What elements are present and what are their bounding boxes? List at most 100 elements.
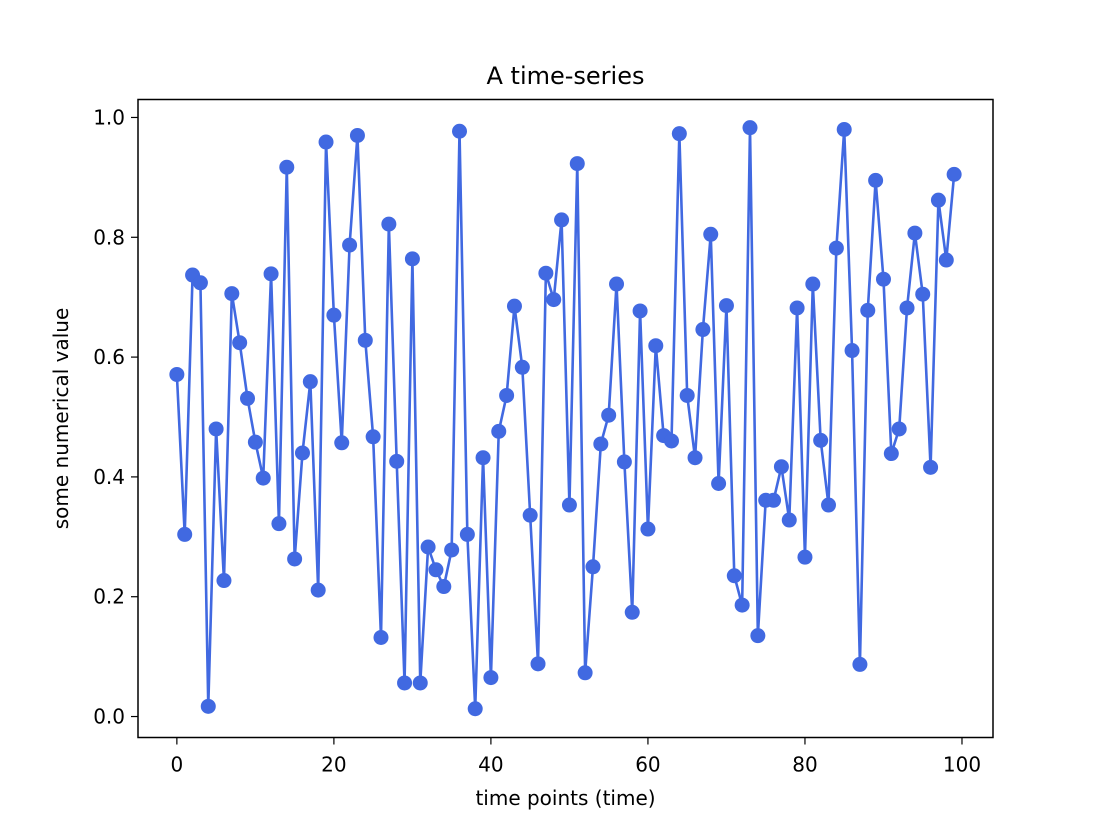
data-point [240, 390, 256, 406]
data-point [946, 166, 962, 182]
data-point [766, 492, 782, 508]
data-point [789, 300, 805, 316]
data-point [444, 542, 460, 558]
data-point [546, 292, 562, 308]
data-point [569, 156, 585, 172]
data-point [773, 459, 789, 475]
data-point [750, 628, 766, 644]
data-point [718, 298, 734, 314]
data-point [326, 307, 342, 323]
data-point [271, 516, 287, 532]
data-point [389, 453, 405, 469]
data-point [224, 286, 240, 302]
data-point [624, 604, 640, 620]
y-tick-label: 0.2 [93, 585, 125, 609]
data-point [648, 338, 664, 354]
data-point [538, 265, 554, 281]
data-point [687, 450, 703, 466]
data-point [459, 526, 475, 542]
data-point [428, 562, 444, 578]
data-point [420, 539, 436, 555]
data-point [373, 629, 389, 645]
y-tick-label: 0.6 [93, 345, 125, 369]
data-point [868, 172, 884, 188]
data-point [216, 573, 232, 589]
data-point [734, 597, 750, 613]
x-tick-label: 40 [478, 753, 503, 777]
data-point [491, 423, 507, 439]
data-point [561, 497, 577, 513]
data-point [609, 276, 625, 292]
data-point [318, 134, 334, 150]
data-point [781, 512, 797, 528]
data-point [938, 252, 954, 268]
data-point [930, 192, 946, 208]
data-point [616, 454, 632, 470]
y-tick-label: 0.4 [93, 465, 125, 489]
data-point [349, 127, 365, 143]
data-point [192, 275, 208, 291]
plot-area [169, 120, 962, 717]
data-point [499, 387, 515, 403]
data-point [404, 251, 420, 267]
data-point [294, 445, 310, 461]
x-tick-label: 0 [170, 753, 183, 777]
y-axis-label: some numerical value [49, 308, 73, 530]
data-point [200, 698, 216, 714]
data-point [640, 521, 656, 537]
data-point [585, 559, 601, 575]
data-point [844, 343, 860, 359]
data-point [530, 656, 546, 672]
data-point [695, 322, 711, 338]
data-point [436, 579, 452, 595]
data-point [475, 450, 491, 466]
data-point [703, 226, 719, 242]
data-point [593, 436, 609, 452]
data-point [208, 421, 224, 437]
y-tick-label: 1.0 [93, 105, 125, 129]
data-point [875, 271, 891, 287]
series-line [175, 126, 956, 711]
data-point [821, 497, 837, 513]
data-point [679, 387, 695, 403]
x-tick-label: 60 [635, 753, 660, 777]
data-point [287, 551, 303, 567]
data-point [601, 407, 617, 423]
data-point [381, 216, 397, 232]
data-point [711, 476, 727, 491]
axes-frame [137, 98, 994, 739]
data-point [663, 433, 679, 449]
x-axis-label: time points (time) [475, 786, 655, 810]
data-point [263, 266, 279, 282]
data-point [742, 120, 758, 136]
data-point [883, 446, 899, 462]
data-point [915, 286, 931, 302]
chart-title: A time-series [486, 62, 644, 90]
data-point [342, 237, 358, 253]
x-tick-label: 20 [321, 753, 346, 777]
data-point [302, 374, 318, 390]
data-point [671, 126, 687, 142]
data-point [483, 670, 499, 686]
data-point [255, 470, 271, 486]
data-point [310, 582, 326, 598]
data-point [522, 507, 538, 523]
data-point [554, 212, 570, 228]
y-tick-label: 0.8 [93, 225, 125, 249]
data-point [177, 526, 193, 542]
data-point [899, 300, 915, 316]
data-point [397, 675, 413, 691]
data-point [279, 159, 295, 175]
x-tick-label: 100 [943, 753, 981, 777]
data-point [805, 276, 821, 292]
data-point [169, 366, 185, 382]
axis-ticks: 0 20 40 60 80 100 0.0 0.2 0.4 0.6 0.8 1.0 [93, 105, 981, 776]
data-point [577, 665, 593, 681]
data-point [357, 332, 373, 348]
data-point [923, 459, 939, 475]
data-point [797, 549, 813, 565]
data-point [852, 656, 868, 672]
data-point [467, 701, 483, 717]
